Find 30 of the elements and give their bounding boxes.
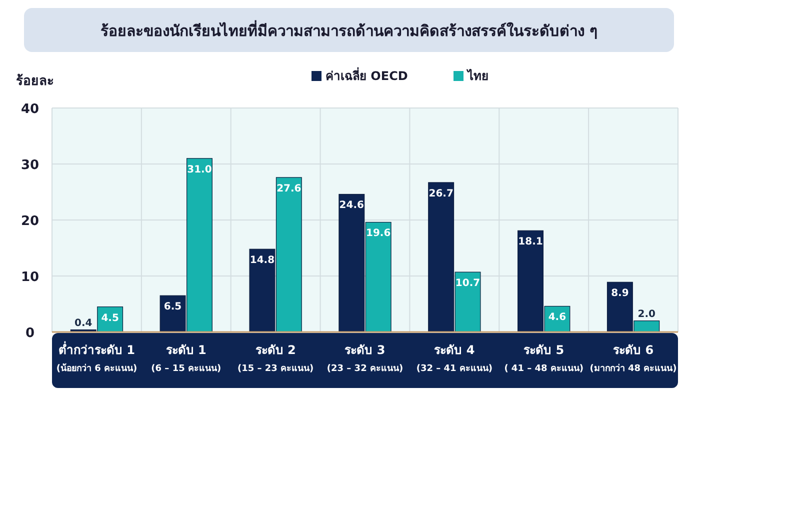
data-label: 31.0 <box>187 164 212 176</box>
y-tick-label: 20 <box>20 214 40 229</box>
data-label: 6.5 <box>164 302 182 313</box>
x-tick-label: ระดับ 3 (23 – 32 คะแนน) <box>326 343 404 374</box>
data-label: 10.7 <box>455 278 480 290</box>
legend-label: ไทย <box>466 68 488 83</box>
y-axis-title: ร้อยละ <box>16 73 54 89</box>
data-label: 0.4 <box>74 318 92 329</box>
y-tick-label: 40 <box>20 102 40 117</box>
legend-label: ค่าเฉลี่ย OECD <box>326 67 408 83</box>
x-tick-label: ระดับ 4 (32 – 41 คะแนน) <box>416 343 493 374</box>
data-label: 26.7 <box>428 188 454 200</box>
x-tick-label: ระดับ 2 (15 – 23 คะแนน) <box>237 343 314 374</box>
data-label: 2.0 <box>638 308 656 320</box>
y-tick-label: 10 <box>20 270 40 285</box>
data-label: 18.1 <box>518 236 543 248</box>
x-tick-label: ต่ำกว่าระดับ 1 (น้อยกว่า 6 คะแนน) <box>56 341 138 374</box>
data-label: 4.5 <box>101 312 119 324</box>
data-label: 19.6 <box>366 228 391 240</box>
data-label: 14.8 <box>250 255 275 266</box>
y-tick-label: 30 <box>20 158 40 173</box>
y-tick-label: 0 <box>25 326 35 341</box>
x-tick-label: ระดับ 5 ( 41 – 48 คะแนน) <box>504 343 584 374</box>
x-tick-label: ระดับ 6 (มากกว่า 48 คะแนน) <box>590 343 677 374</box>
data-label: 8.9 <box>611 288 629 300</box>
data-label: 27.6 <box>276 183 302 194</box>
x-tick-label: ระดับ 1 (6 – 15 คะแนน) <box>151 343 222 374</box>
data-label: 24.6 <box>339 200 364 212</box>
data-label: 4.6 <box>548 312 566 324</box>
chart-title: ร้อยละของนักเรียนไทยที่มีความสามารถด้านความคิดสร้างสรรค์ในระดับต่าง ๆ <box>100 20 598 40</box>
